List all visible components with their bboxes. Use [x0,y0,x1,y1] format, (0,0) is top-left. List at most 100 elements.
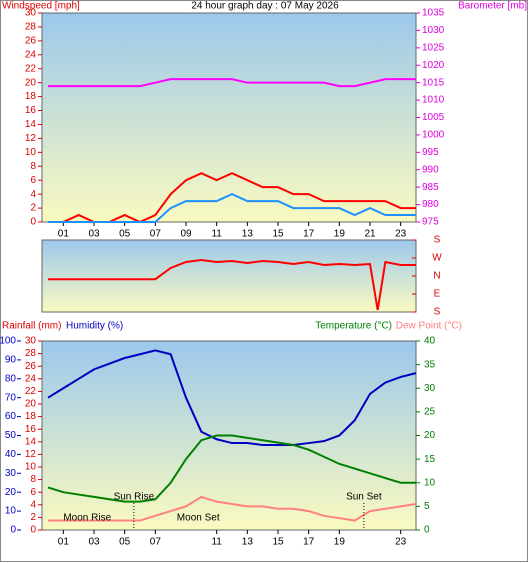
y-tick-label: 80 [5,373,17,384]
y-tick-label: 20 [424,430,436,441]
x-tick-label: 15 [272,537,284,548]
y-tick-label: W [432,253,442,264]
chart-title: 24 hour graph day : 07 May 2026 [191,1,339,12]
y-tick-label: 10 [25,462,37,473]
y-tick-label: 28 [25,22,37,33]
y-tick-label: 0 [30,217,36,228]
y-tick-label: 1020 [422,60,445,71]
y-tick-label: 1000 [422,130,445,141]
y-tick-label: 18 [25,91,37,102]
x-tick-label: 21 [364,229,376,240]
y-tick-label: N [433,271,440,282]
x-tick-label: 01 [58,229,70,240]
y-tick-label: 12 [25,133,37,144]
y2-label: Temperature (°C) [315,321,392,332]
y-tick-label: 20 [5,487,17,498]
y-tick-label: 30 [424,383,436,394]
y-tick-label: 6 [30,487,36,498]
series-line [47,349,417,446]
y-tick-label: 10 [25,147,37,158]
y-label: Rainfall (mm) [2,321,61,332]
y-tick-label: 14 [25,119,37,130]
y-tick-label: 20 [25,77,37,88]
y-tick-label: 22 [25,386,37,397]
y-tick-label: 40 [424,336,436,347]
y-tick-label: 5 [424,501,430,512]
plot-area [41,239,417,313]
x-tick-label: 11 [211,537,222,548]
y-tick-label: 1035 [422,8,445,19]
y-tick-label: 1015 [422,77,445,88]
x-tick-label: 13 [242,229,254,240]
y-tick-label: 100 [0,336,16,347]
y-tick-label: 2 [30,512,36,523]
y-tick-label: 22 [25,63,37,74]
y-tick-label: 4 [30,499,36,510]
y-tick-label: 0 [10,525,16,536]
x-tick-label: 19 [334,229,346,240]
y-tick-label: 30 [25,8,37,19]
x-tick-label: 03 [88,537,100,548]
y-tick-label: 35 [424,359,436,370]
x-tick-label: 13 [242,537,254,548]
x-tick-label: 07 [150,537,162,548]
y-tick-label: 2 [30,203,36,214]
y-tick-label: 1005 [422,112,445,123]
y-tick-label: 16 [25,424,37,435]
y-tick-label: 26 [25,36,37,47]
y-tick-label: 70 [5,392,17,403]
series-line [48,193,416,223]
annotation: Moon Set [177,513,220,524]
y-tick-label: 0 [424,525,430,536]
y-tick-label: 1025 [422,42,445,53]
x-tick-label: 15 [272,229,284,240]
y-tick-label: 50 [5,430,17,441]
y-label: Windspeed [mph] [2,1,80,12]
series-line [48,78,416,88]
y-tick-label: 60 [5,411,17,422]
y-tick-label: S [434,235,441,246]
y-tick-label: 25 [424,407,436,418]
y-tick-label: 10 [424,477,436,488]
x-tick-label: 23 [395,229,407,240]
y-tick-label: 10 [5,506,17,517]
y-tick-label: 8 [30,474,36,485]
y-tick-label: 1010 [422,95,445,106]
y2-label: Barometer [mb] [458,1,527,12]
y-tick-label: 18 [25,411,37,422]
y-tick-label: 985 [422,182,439,193]
y-tick-label: E [434,289,441,300]
y-tick-label: 20 [25,399,37,410]
y-tick-label: 1030 [422,25,445,36]
x-tick-label: 05 [119,537,131,548]
x-tick-label: 17 [303,537,315,548]
x-tick-label: 03 [88,229,100,240]
y-tick-label: 24 [25,49,37,60]
x-tick-label: 11 [211,229,222,240]
y-tick-label: 30 [5,468,17,479]
y-tick-label: 12 [25,449,37,460]
annotation: Sun Rise [114,492,155,503]
y-tick-label: 0 [30,525,36,536]
y-tick-label: 40 [5,449,17,460]
y-label: Humidity (%) [66,321,123,332]
series-line [48,258,416,311]
y-tick-label: 6 [30,175,36,186]
y-tick-label: 15 [424,454,436,465]
x-tick-label: 23 [395,537,407,548]
y-tick-label: 14 [25,436,37,447]
y2-label: Dew Point (°C) [396,321,462,332]
y-tick-label: 16 [25,105,37,116]
x-tick-label: 17 [303,229,315,240]
y-tick-label: 975 [422,217,439,228]
y-tick-label: S [434,307,441,318]
y-tick-label: 28 [25,348,37,359]
x-tick-label: 09 [180,229,192,240]
plot-area [41,12,417,223]
series-line [48,495,417,522]
y-tick-label: 4 [30,189,36,200]
y-tick-label: 980 [422,199,439,210]
x-tick-label: 01 [58,537,70,548]
